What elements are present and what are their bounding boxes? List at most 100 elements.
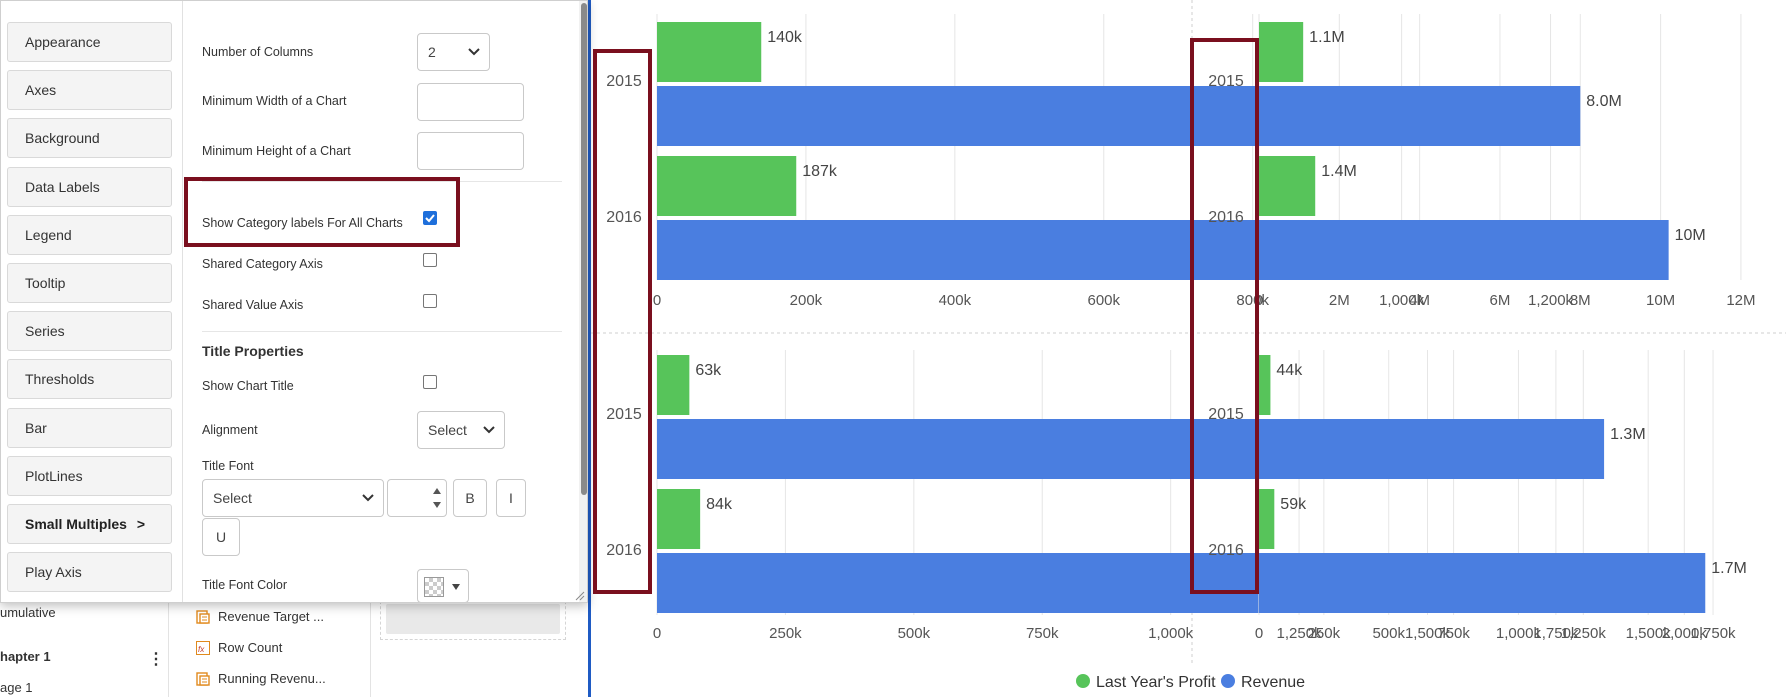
- nav-item-background[interactable]: Background: [7, 118, 172, 159]
- field-item-row-count[interactable]: Row Count: [218, 640, 283, 655]
- nav-item-series[interactable]: Series: [7, 311, 172, 352]
- divider: [202, 331, 562, 332]
- page-item[interactable]: age 1: [0, 680, 33, 695]
- chapter-item[interactable]: hapter 1: [0, 649, 51, 664]
- shared-value-axis-checkbox[interactable]: [423, 294, 437, 308]
- x-tick-label: 400k: [939, 292, 972, 309]
- category-label: 2016: [606, 209, 642, 226]
- nav-item-label: Bar: [25, 419, 47, 436]
- nav-item-tooltip[interactable]: Tooltip: [7, 263, 172, 303]
- nav-item-label: Small Multiples: [25, 516, 127, 532]
- category-label: 2016: [606, 542, 642, 559]
- x-tick-label: 2,000k: [1662, 625, 1708, 642]
- data-label: 59k: [1280, 496, 1307, 513]
- nav-item-bar[interactable]: Bar: [7, 407, 172, 448]
- nav-item-axes[interactable]: Axes: [7, 70, 172, 111]
- data-label: 1.3M: [1610, 426, 1646, 443]
- x-tick-label: 1,750k: [1533, 625, 1579, 642]
- alignment-dropdown[interactable]: Select: [417, 411, 505, 449]
- show-chart-title-checkbox[interactable]: [423, 375, 437, 389]
- nav-item-label: Series: [25, 323, 65, 340]
- panel-scrollbar[interactable]: [579, 1, 587, 602]
- x-tick-label: 1,000k: [1148, 625, 1194, 642]
- nav-item-label: Play Axis: [25, 564, 82, 581]
- num-columns-value: 2: [428, 44, 436, 60]
- bar-last-years-profit: [657, 355, 690, 415]
- legend-label: Last Year's Profit: [1096, 674, 1216, 691]
- title-font-dropdown[interactable]: Select: [202, 479, 384, 517]
- nav-item-label: Tooltip: [25, 275, 66, 291]
- italic-button[interactable]: I: [496, 479, 526, 517]
- shared-category-axis-checkbox[interactable]: [423, 253, 437, 267]
- x-tick-label: 750k: [1437, 625, 1470, 642]
- column-divider: [168, 590, 169, 697]
- bold-button[interactable]: B: [453, 479, 487, 517]
- column-divider: [370, 590, 371, 697]
- nav-item-data-labels[interactable]: Data Labels: [7, 166, 172, 207]
- bar-last-years-profit: [1259, 22, 1304, 82]
- x-tick-label: 1,200k: [1528, 292, 1574, 309]
- small-multiples-chart-area: 0200k400k600k800k1,000k1,200k2015140k868…: [591, 0, 1786, 697]
- field-item-running-revenue[interactable]: Running Revenu...: [218, 671, 326, 686]
- checkmark-icon: [425, 214, 435, 223]
- stepper-arrows-icon[interactable]: [431, 483, 443, 513]
- data-label: 1.4M: [1321, 163, 1357, 180]
- divider: [202, 181, 562, 182]
- x-tick-label: 1,250k: [1277, 625, 1323, 642]
- svg-text:fx: fx: [198, 645, 205, 654]
- bar-revenue: [1259, 553, 1706, 613]
- show-category-labels-checkbox[interactable]: [423, 211, 437, 225]
- chevron-down-icon: [362, 494, 374, 502]
- legend-marker: [1076, 674, 1090, 688]
- nav-item-appearance[interactable]: Appearance: [7, 22, 172, 62]
- nav-item-legend[interactable]: Legend: [7, 214, 172, 255]
- panel-divider: [588, 0, 591, 697]
- min-width-input[interactable]: [417, 83, 524, 121]
- scrollbar-thumb[interactable]: [581, 3, 587, 495]
- category-label: 2015: [1208, 73, 1244, 90]
- x-tick-label: 12M: [1726, 292, 1755, 309]
- x-tick-label: 800k: [1236, 292, 1269, 309]
- title-font-value: Select: [213, 490, 252, 506]
- small-multiples-settings: Number of Columns 2 Minimum Width of a C…: [183, 1, 579, 602]
- charts-svg: 0200k400k600k800k1,000k1,200k2015140k868…: [591, 0, 1786, 691]
- kebab-menu-icon[interactable]: ⋮: [148, 651, 164, 668]
- nav-item-plotlines[interactable]: PlotLines: [7, 455, 172, 496]
- num-columns-label: Number of Columns: [202, 45, 314, 59]
- title-font-color-picker[interactable]: [417, 569, 469, 602]
- drop-slot[interactable]: [386, 604, 560, 634]
- bar-revenue: [1259, 220, 1669, 280]
- x-tick-label: 250k: [1308, 625, 1341, 642]
- data-label: 1.7M: [1711, 560, 1747, 577]
- resize-grip-icon[interactable]: [573, 589, 585, 601]
- nav-item-play-axis[interactable]: Play Axis: [7, 552, 172, 593]
- formula-icon: fx: [196, 641, 210, 655]
- title-font-size-stepper[interactable]: [387, 479, 447, 517]
- nav-item-label: Legend: [25, 226, 72, 243]
- bar-revenue: [1259, 419, 1605, 479]
- x-tick-label: 500k: [1372, 625, 1405, 642]
- x-tick-label: 10M: [1646, 292, 1675, 309]
- nav-item-thresholds[interactable]: Thresholds: [7, 359, 172, 400]
- bar-revenue: [1259, 86, 1581, 146]
- bar-last-years-profit: [657, 156, 797, 216]
- x-tick-label: 1,000k: [1379, 292, 1425, 309]
- chevron-down-icon: [483, 426, 495, 434]
- data-label: 187k: [802, 163, 838, 180]
- show-chart-title-label: Show Chart Title: [202, 379, 294, 393]
- data-label: 84k: [706, 496, 733, 513]
- underline-button[interactable]: U: [202, 518, 240, 556]
- num-columns-dropdown[interactable]: 2: [417, 33, 490, 71]
- category-label: 2015: [606, 406, 642, 423]
- drop-zone[interactable]: [380, 596, 566, 640]
- highlight-box: [184, 177, 460, 247]
- nav-item-label: Thresholds: [25, 371, 95, 388]
- data-label: 1.1M: [1309, 29, 1345, 46]
- x-tick-label: 0: [1255, 625, 1263, 642]
- field-item-cumulative[interactable]: umulative: [0, 605, 56, 620]
- min-width-label: Minimum Width of a Chart: [202, 94, 347, 108]
- nav-item-small-multiples[interactable]: Small Multiples >: [7, 504, 172, 544]
- field-item-revenue-target[interactable]: Revenue Target ...: [218, 609, 324, 624]
- min-height-input[interactable]: [417, 132, 524, 170]
